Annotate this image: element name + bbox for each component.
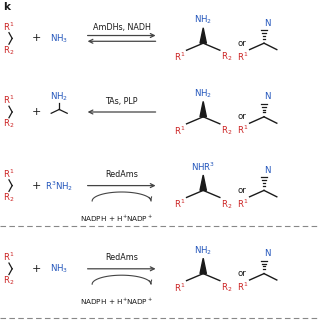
Text: NH$_2$: NH$_2$ — [50, 91, 68, 103]
Text: R$_2$: R$_2$ — [3, 275, 15, 287]
Text: R$^1$: R$^1$ — [237, 50, 249, 63]
Text: R$_2$: R$_2$ — [221, 281, 233, 294]
Text: R$^1$: R$^1$ — [173, 51, 185, 63]
Text: NADPH + H$^+$: NADPH + H$^+$ — [80, 297, 128, 307]
Text: N: N — [264, 92, 270, 101]
Text: R$^1$: R$^1$ — [173, 198, 185, 211]
Polygon shape — [200, 28, 206, 43]
Text: NH$_3$: NH$_3$ — [50, 32, 68, 45]
Text: RedAms: RedAms — [105, 170, 138, 179]
Text: R$^1$: R$^1$ — [173, 281, 185, 294]
Text: N: N — [264, 249, 270, 258]
Text: R$^1$: R$^1$ — [3, 20, 15, 33]
Text: R$^1$: R$^1$ — [3, 94, 15, 106]
Polygon shape — [200, 101, 206, 117]
Text: +: + — [32, 264, 42, 274]
Text: TAs, PLP: TAs, PLP — [105, 97, 138, 106]
Text: R$^1$: R$^1$ — [237, 197, 249, 210]
Text: NH$_2$: NH$_2$ — [194, 244, 212, 257]
Polygon shape — [200, 258, 206, 274]
Text: NHR$^3$: NHR$^3$ — [191, 161, 215, 173]
Text: R$^1$: R$^1$ — [173, 124, 185, 137]
Text: N: N — [264, 166, 270, 175]
Polygon shape — [200, 175, 206, 190]
Text: or: or — [237, 39, 246, 48]
Text: NADP$^+$: NADP$^+$ — [126, 214, 153, 224]
Text: or: or — [237, 269, 246, 278]
Text: NADPH + H$^+$: NADPH + H$^+$ — [80, 214, 128, 224]
Text: +: + — [32, 33, 42, 44]
Text: or: or — [237, 186, 246, 195]
Text: NADP$^+$: NADP$^+$ — [126, 297, 153, 307]
Text: k: k — [3, 2, 10, 12]
Text: NH$_2$: NH$_2$ — [194, 14, 212, 26]
Text: R$^1$: R$^1$ — [237, 124, 249, 136]
Text: AmDHs, NADH: AmDHs, NADH — [93, 23, 150, 32]
Text: R$_2$: R$_2$ — [221, 124, 233, 137]
Text: R$_2$: R$_2$ — [3, 191, 15, 204]
Text: RedAms: RedAms — [105, 253, 138, 262]
Text: NH$_3$: NH$_3$ — [50, 262, 68, 275]
Text: R$_2$: R$_2$ — [3, 44, 15, 57]
Text: R$^3$NH$_2$: R$^3$NH$_2$ — [45, 179, 73, 193]
Text: R$_2$: R$_2$ — [221, 51, 233, 63]
Text: or: or — [237, 112, 246, 121]
Text: N: N — [264, 19, 270, 28]
Text: R$_2$: R$_2$ — [221, 198, 233, 211]
Text: +: + — [32, 180, 42, 191]
Text: R$_2$: R$_2$ — [3, 118, 15, 130]
Text: R$^1$: R$^1$ — [3, 167, 15, 180]
Text: R$^1$: R$^1$ — [237, 281, 249, 293]
Text: R$^1$: R$^1$ — [3, 251, 15, 263]
Text: NH$_2$: NH$_2$ — [194, 87, 212, 100]
Text: +: + — [32, 107, 42, 117]
